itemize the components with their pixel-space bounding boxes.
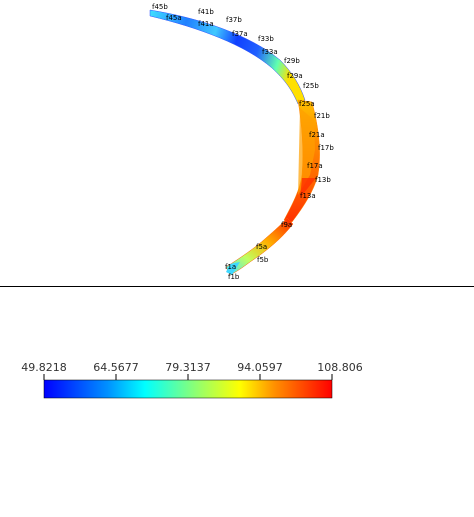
frame-label-f41a: f41a bbox=[198, 20, 214, 28]
frame-label-f17a: f17a bbox=[307, 162, 323, 170]
colorbar-tick-label: 64.5677 bbox=[93, 361, 139, 374]
colorbar-tick-label: 79.3137 bbox=[165, 361, 211, 374]
frame-label-f33b: f33b bbox=[258, 35, 274, 43]
frame-label-f13a: f13a bbox=[300, 192, 316, 200]
colorbar-tick-label: 94.0597 bbox=[237, 361, 283, 374]
frame-label-f25a: f25a bbox=[299, 100, 315, 108]
frame-label-f17b: f17b bbox=[318, 144, 334, 152]
frame-label-f25b: f25b bbox=[303, 82, 319, 90]
mesh-band-lower-tip bbox=[226, 262, 240, 275]
frame-label-f45b: f45b bbox=[152, 3, 168, 11]
frame-label-f33a: f33a bbox=[262, 48, 278, 56]
frame-label-f9a: f9a bbox=[281, 221, 292, 229]
mesh-plot: f45b f45a f41b f41a f37b f37a f33b f33a f29b f29a… bbox=[149, 3, 334, 281]
colorbar-svg: 49.8218 64.5677 79.3137 94.0597 108.806 bbox=[21, 361, 363, 399]
frame-label-f21a: f21a bbox=[309, 131, 325, 139]
frame-label-f5b: f5b bbox=[257, 256, 269, 264]
mesh-band-middle-hot bbox=[300, 178, 316, 198]
frame-label-f1a: f1a bbox=[225, 263, 236, 271]
pane-divider bbox=[0, 286, 474, 287]
frame-label-f21b: f21b bbox=[314, 112, 330, 120]
colorbar bbox=[43, 379, 333, 399]
frame-label-f29a: f29a bbox=[287, 72, 303, 80]
colorbar-tick-label: 49.8218 bbox=[21, 361, 67, 374]
frame-label-f29b: f29b bbox=[284, 57, 300, 65]
colorbar-ticks: 49.8218 64.5677 79.3137 94.0597 108.806 bbox=[21, 361, 363, 380]
color-legend: 49.8218 64.5677 79.3137 94.0597 108.806 bbox=[0, 287, 474, 513]
frame-label-f37b: f37b bbox=[226, 16, 242, 24]
frame-label-f45a: f45a bbox=[166, 14, 182, 22]
mesh-band-upper bbox=[149, 9, 306, 105]
mesh-band-lower bbox=[225, 217, 294, 276]
frame-labels: f45b f45a f41b f41a f37b f37a f33b f33a f29b f29a… bbox=[152, 3, 334, 281]
frame-label-f5a: f5a bbox=[256, 243, 267, 251]
frame-label-f1b: f1b bbox=[228, 273, 240, 281]
mesh-band-middle-inner bbox=[298, 108, 315, 195]
mesh-viewport[interactable]: f45b f45a f41b f41a f37b f37a f33b f33a f29b f29a… bbox=[0, 0, 474, 286]
frame-label-f13b: f13b bbox=[315, 176, 331, 184]
frame-label-f37a: f37a bbox=[232, 30, 248, 38]
frame-label-f41b: f41b bbox=[198, 8, 214, 16]
colorbar-tick-label: 108.806 bbox=[317, 361, 363, 374]
